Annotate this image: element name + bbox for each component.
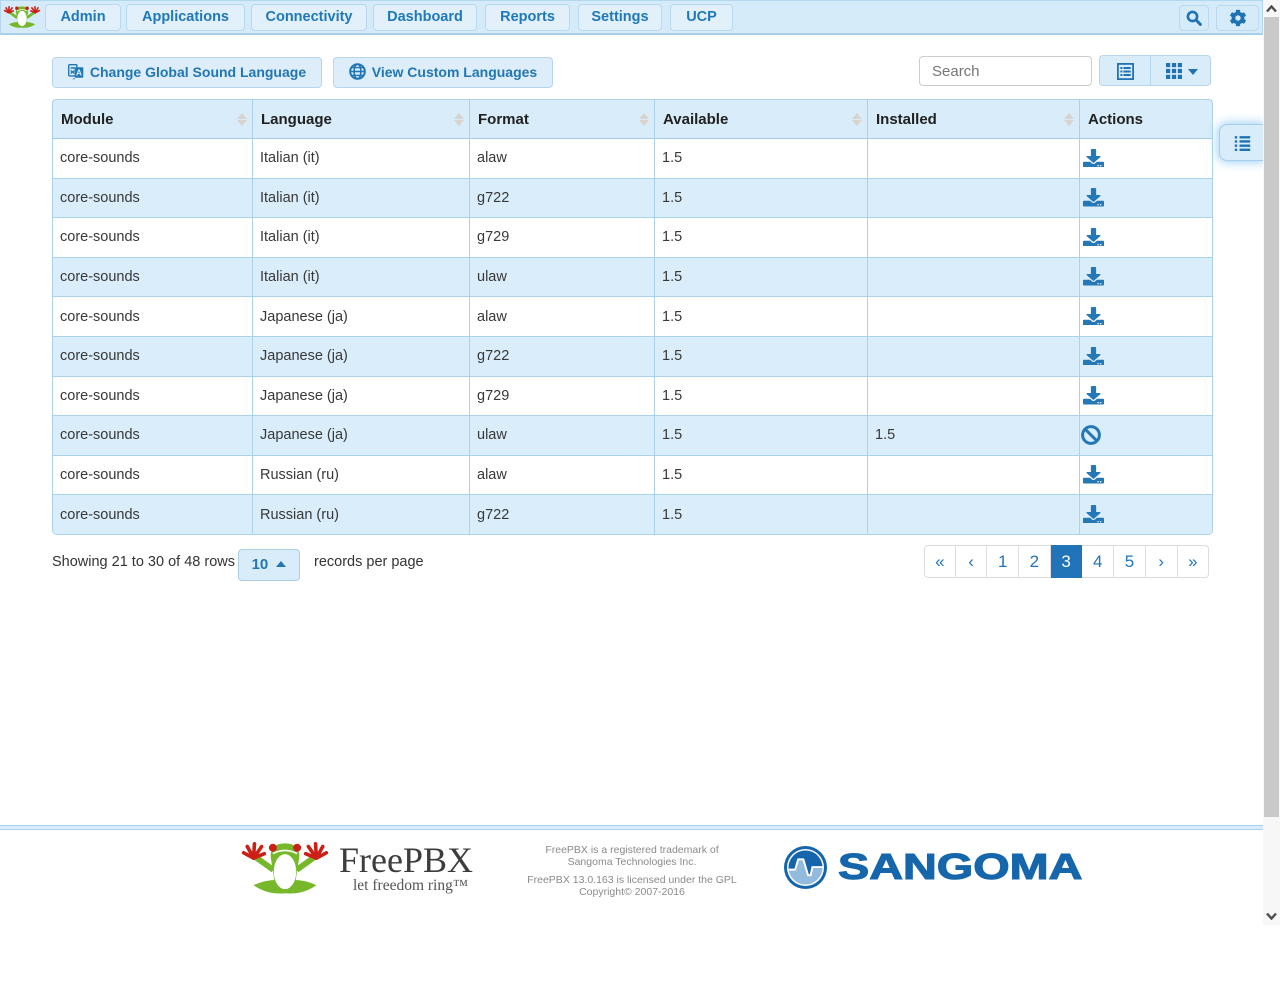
svg-text:A: A <box>76 68 82 78</box>
